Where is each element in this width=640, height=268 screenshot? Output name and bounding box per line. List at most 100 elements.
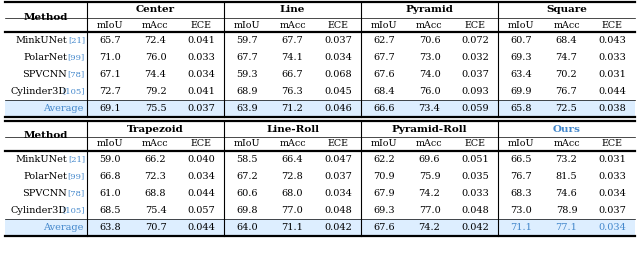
Text: 74.2: 74.2 (419, 223, 440, 232)
Text: SPVCNN: SPVCNN (22, 189, 67, 198)
Text: 67.6: 67.6 (373, 223, 395, 232)
Text: Pyramid: Pyramid (406, 6, 453, 14)
Text: 0.034: 0.034 (188, 70, 215, 79)
Text: 68.5: 68.5 (99, 206, 120, 215)
Text: ECE: ECE (328, 140, 349, 148)
Text: [105]: [105] (63, 87, 85, 95)
Text: ECE: ECE (465, 140, 486, 148)
Text: [105]: [105] (63, 207, 85, 214)
Text: 67.6: 67.6 (373, 70, 395, 79)
Text: SPVCNN: SPVCNN (22, 70, 67, 79)
Text: 67.7: 67.7 (373, 53, 395, 62)
Text: 0.031: 0.031 (598, 155, 626, 164)
Text: 68.9: 68.9 (236, 87, 257, 96)
Text: mAcc: mAcc (553, 20, 580, 29)
Text: 69.3: 69.3 (373, 206, 395, 215)
Text: Method: Method (24, 13, 68, 21)
Text: 76.3: 76.3 (282, 87, 303, 96)
Text: mAcc: mAcc (279, 20, 306, 29)
Text: 66.4: 66.4 (282, 155, 303, 164)
Text: 59.0: 59.0 (99, 155, 120, 164)
Text: 0.033: 0.033 (461, 189, 489, 198)
Text: 0.043: 0.043 (598, 36, 626, 45)
Text: 73.4: 73.4 (419, 104, 440, 113)
Text: 78.9: 78.9 (556, 206, 577, 215)
Text: 71.2: 71.2 (282, 104, 303, 113)
Text: 0.042: 0.042 (324, 223, 352, 232)
Text: 76.7: 76.7 (510, 172, 532, 181)
Text: Cylinder3D: Cylinder3D (11, 87, 67, 96)
Text: mAcc: mAcc (416, 20, 443, 29)
Text: 62.7: 62.7 (373, 36, 395, 45)
Text: 0.068: 0.068 (324, 70, 352, 79)
Bar (5, 100, 635, 117)
Text: mIoU: mIoU (371, 140, 397, 148)
Text: mIoU: mIoU (508, 140, 534, 148)
Text: [78]: [78] (68, 70, 85, 79)
Text: 67.9: 67.9 (373, 189, 395, 198)
Text: 0.037: 0.037 (324, 172, 352, 181)
Text: 77.0: 77.0 (419, 206, 440, 215)
Text: mAcc: mAcc (553, 140, 580, 148)
Text: 66.8: 66.8 (99, 172, 120, 181)
Text: Ours: Ours (552, 125, 580, 133)
Text: 81.5: 81.5 (556, 172, 577, 181)
Text: ECE: ECE (602, 140, 623, 148)
Text: MinkUNet: MinkUNet (15, 36, 67, 45)
Text: 75.5: 75.5 (145, 104, 166, 113)
Text: Line-Roll: Line-Roll (266, 125, 319, 133)
Text: [78]: [78] (68, 189, 85, 198)
Text: 0.047: 0.047 (324, 155, 352, 164)
Text: 0.031: 0.031 (598, 70, 626, 79)
Text: 71.1: 71.1 (510, 223, 532, 232)
Text: 0.040: 0.040 (188, 155, 215, 164)
Text: ECE: ECE (191, 140, 212, 148)
Text: 72.8: 72.8 (282, 172, 303, 181)
Text: 68.8: 68.8 (145, 189, 166, 198)
Text: 77.0: 77.0 (282, 206, 303, 215)
Text: 0.037: 0.037 (598, 206, 626, 215)
Text: 67.7: 67.7 (282, 36, 303, 45)
Text: Method: Method (24, 132, 68, 140)
Text: 75.4: 75.4 (145, 206, 166, 215)
Text: [99]: [99] (68, 173, 85, 181)
Text: Average: Average (43, 223, 83, 232)
Text: 65.7: 65.7 (99, 36, 121, 45)
Text: 60.6: 60.6 (236, 189, 257, 198)
Text: 74.1: 74.1 (282, 53, 303, 62)
Text: 0.093: 0.093 (461, 87, 489, 96)
Text: mAcc: mAcc (279, 140, 306, 148)
Bar (5, 219, 635, 236)
Text: 73.0: 73.0 (510, 206, 532, 215)
Text: Trapezoid: Trapezoid (127, 125, 184, 133)
Text: 63.8: 63.8 (99, 223, 121, 232)
Text: 65.8: 65.8 (510, 104, 532, 113)
Text: 71.1: 71.1 (282, 223, 303, 232)
Text: 0.032: 0.032 (461, 53, 489, 62)
Text: 66.2: 66.2 (145, 155, 166, 164)
Text: 67.7: 67.7 (236, 53, 258, 62)
Text: 73.0: 73.0 (419, 53, 440, 62)
Text: 64.0: 64.0 (236, 223, 258, 232)
Text: Line: Line (280, 6, 305, 14)
Text: 66.7: 66.7 (282, 70, 303, 79)
Text: 75.9: 75.9 (419, 172, 440, 181)
Text: 59.3: 59.3 (236, 70, 258, 79)
Text: 63.9: 63.9 (236, 104, 258, 113)
Text: Square: Square (546, 6, 587, 14)
Text: ECE: ECE (191, 20, 212, 29)
Text: 0.038: 0.038 (598, 104, 626, 113)
Text: 0.041: 0.041 (188, 87, 215, 96)
Text: mAcc: mAcc (416, 140, 443, 148)
Text: 69.3: 69.3 (510, 53, 532, 62)
Text: 76.0: 76.0 (419, 87, 440, 96)
Text: 73.2: 73.2 (556, 155, 577, 164)
Text: mIoU: mIoU (97, 140, 123, 148)
Text: 70.6: 70.6 (419, 36, 440, 45)
Text: mIoU: mIoU (234, 140, 260, 148)
Text: 74.2: 74.2 (419, 189, 440, 198)
Text: 72.5: 72.5 (556, 104, 577, 113)
Text: mIoU: mIoU (371, 20, 397, 29)
Text: 72.4: 72.4 (145, 36, 166, 45)
Text: 68.0: 68.0 (282, 189, 303, 198)
